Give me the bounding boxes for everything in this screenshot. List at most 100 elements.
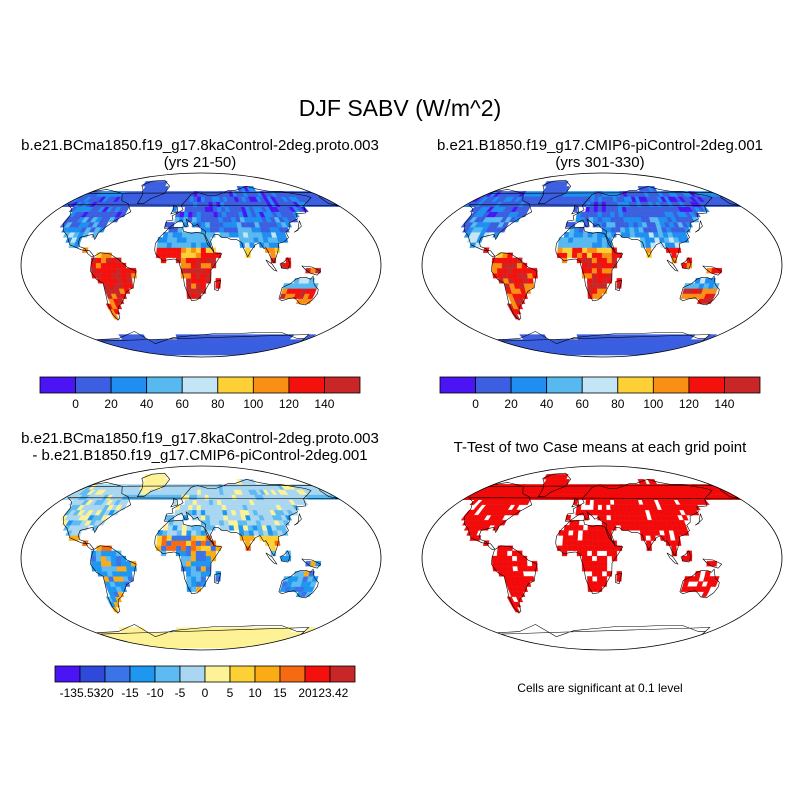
grid-cell: [572, 530, 579, 536]
grid-cell: [595, 344, 600, 350]
grid-cell: [162, 237, 168, 243]
panel-title-line1: b.e21.B1850.f19_g17.CMIP6-piControl-2deg…: [436, 137, 764, 154]
grid-cell: [605, 494, 611, 500]
map-grid-cells: [57, 181, 341, 356]
grid-cell: [288, 349, 299, 356]
grid-cell: [192, 211, 198, 218]
grid-cell: [171, 237, 178, 243]
panel-title-bottom-left: b.e21.BCma1850.f19_g17.8kaControl-2deg.p…: [0, 430, 400, 464]
grid-cell: [634, 525, 641, 531]
grid-cell: [112, 349, 123, 356]
grid-cell: [205, 555, 212, 562]
grid-cell: [200, 555, 207, 562]
grid-cell: [191, 642, 196, 649]
grid-cell: [505, 344, 515, 350]
grid-cell: [101, 273, 108, 279]
grid-cell: [126, 273, 132, 279]
coastline-borneo: [279, 550, 291, 563]
grid-cell: [104, 344, 114, 350]
grid-cell: [233, 232, 240, 238]
grid-cell: [187, 216, 193, 223]
grid-cell: [506, 257, 513, 264]
coastline-northAmerica: [62, 189, 341, 258]
grid-cell: [165, 545, 172, 551]
colorbar-tick-label: 60: [176, 397, 190, 411]
colorbar-tick-label: -15: [121, 686, 139, 700]
grid-cell: [190, 540, 197, 546]
grid-cell: [526, 349, 535, 356]
grid-cell: [511, 504, 520, 511]
grid-cell: [527, 273, 533, 279]
grid-cell: [601, 344, 606, 350]
grid-cell: [597, 206, 603, 212]
colorbar-swatch: [54, 665, 81, 683]
grid-cell: [180, 555, 187, 562]
colorbar-swatch: [146, 376, 183, 394]
grid-cell: [181, 530, 187, 536]
grid-cell: [711, 267, 718, 274]
grid-cell: [516, 257, 523, 264]
grid-cell: [597, 581, 603, 587]
grid-cell: [200, 571, 207, 577]
grid-cell: [492, 344, 503, 350]
grid-cell: [191, 344, 196, 350]
grid-cell: [297, 344, 308, 350]
grid-cell: [110, 550, 117, 557]
grid-cell: [195, 273, 202, 279]
colorbar-swatch: [581, 376, 619, 394]
grid-cell: [204, 499, 210, 505]
grid-cell: [122, 349, 131, 356]
grid-cell: [596, 540, 603, 546]
grid-cell: [611, 257, 618, 264]
grid-cell: [601, 221, 607, 228]
grid-cell: [597, 211, 603, 218]
grid-cell: [513, 349, 524, 356]
grid-cell: [195, 262, 202, 269]
colorbar-swatch: [252, 376, 290, 394]
grid-cell: [606, 252, 613, 258]
colorbar-swatch: [254, 665, 281, 683]
grid-cell: [591, 339, 596, 345]
grid-cell: [200, 262, 207, 269]
grid-cell: [131, 273, 137, 279]
grid-cell: [197, 489, 202, 495]
coastline-northAmerica: [463, 189, 742, 258]
grid-cell: [624, 227, 631, 233]
grid-cell: [188, 494, 194, 500]
grid-cell: [507, 566, 514, 572]
grid-cell: [209, 211, 215, 218]
grid-cell: [593, 206, 599, 212]
grid-cell: [567, 540, 573, 546]
grid-cell: [605, 196, 610, 202]
grid-cell: [680, 349, 691, 356]
colorbar-swatch: [329, 665, 356, 683]
grid-cell: [244, 540, 251, 546]
grid-cell: [116, 566, 123, 572]
grid-cell: [204, 339, 208, 345]
coastline-japan: [294, 513, 302, 526]
grid-cell: [704, 571, 711, 577]
grid-cell: [171, 242, 177, 248]
grid-cell: [624, 520, 631, 526]
grid-cell: [697, 349, 709, 356]
grid-cell: [186, 530, 192, 536]
grid-cell: [84, 344, 96, 350]
grid-cell: [219, 520, 225, 526]
grid-cell: [274, 349, 284, 356]
grid-cell: [577, 247, 583, 253]
grid-cell: [561, 545, 568, 551]
grid-cell: [208, 196, 213, 202]
grid-cell: [610, 221, 616, 228]
grid-cell: [704, 344, 716, 350]
grid-cell: [615, 520, 621, 526]
grid-cell: [187, 339, 192, 345]
coastline-antarctica: [481, 331, 711, 357]
grid-cell: [592, 530, 598, 536]
grid-cell: [196, 216, 202, 223]
grid-cell: [308, 571, 315, 577]
grid-cell: [179, 504, 185, 511]
grid-cell: [586, 540, 593, 546]
grid-cell: [620, 232, 626, 238]
grid-cell: [517, 273, 524, 279]
grid-cell: [597, 216, 603, 223]
